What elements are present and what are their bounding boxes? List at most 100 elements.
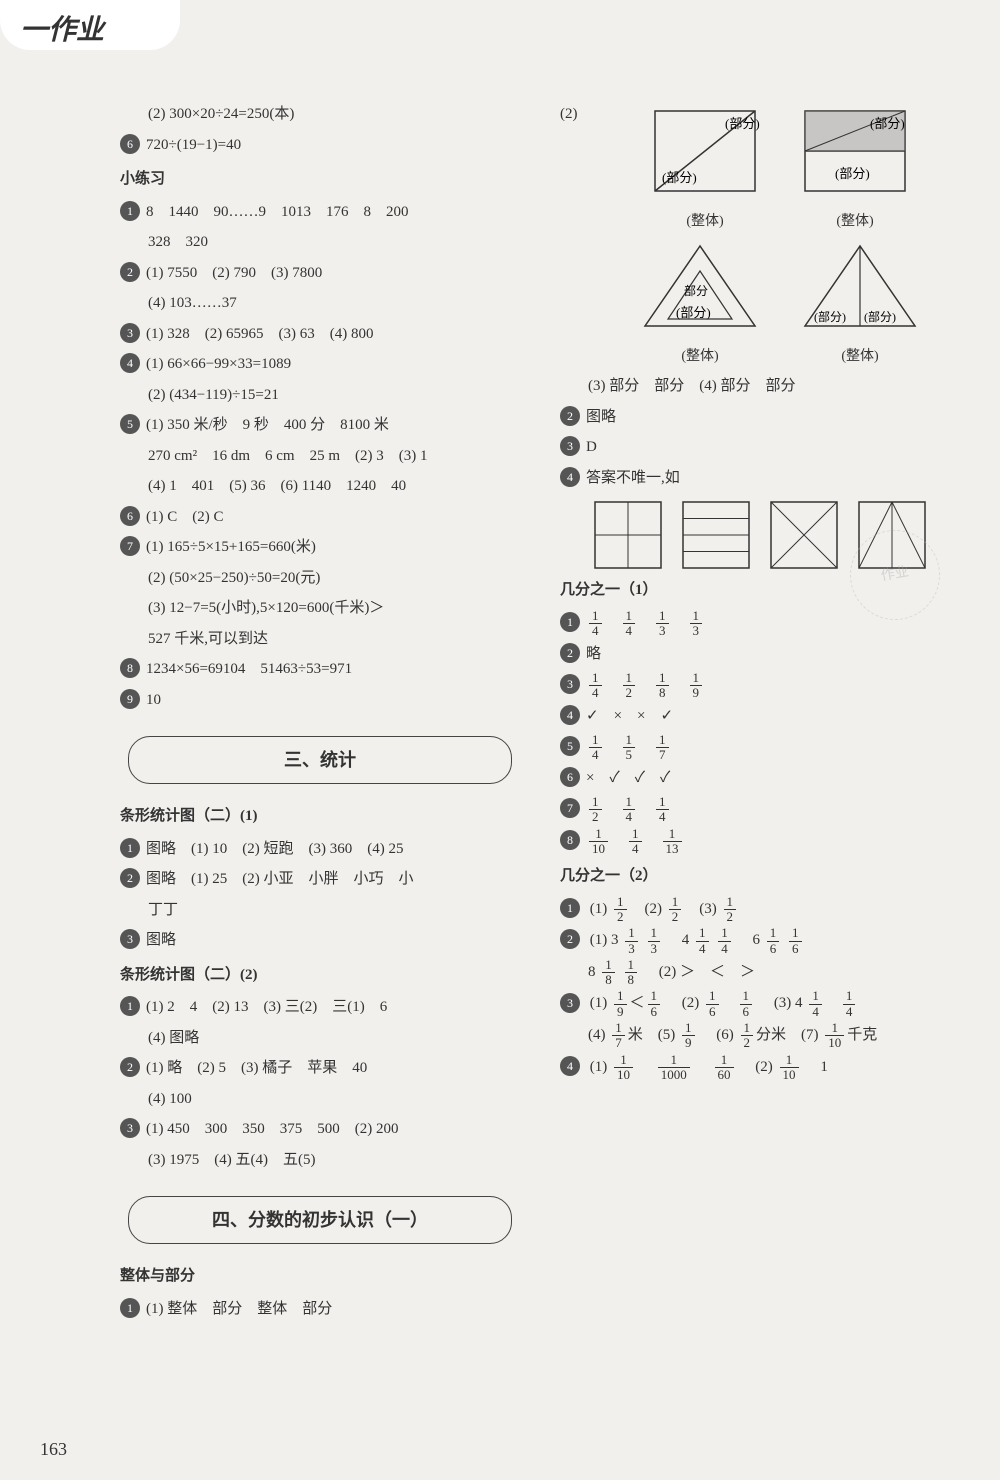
text: (3) 12−7=5(小时),5×120=600(千米)＞ <box>120 594 520 623</box>
text: 丁丁 <box>120 896 520 925</box>
triangle-inner-icon: 部分 (部分) <box>640 241 760 331</box>
list-item: 1 (1) 2 4 (2) 13 (3) 三(2) 三(1) 6 <box>120 993 520 1022</box>
text: ＜ <box>630 996 645 1012</box>
subtitle-bar2: 条形统计图（二）(2) <box>120 961 520 990</box>
list-item: 4答案不唯一,如 <box>560 464 960 493</box>
text: (1) <box>590 996 608 1012</box>
list-item: 712 14 14 <box>560 795 960 825</box>
text: D <box>586 439 597 455</box>
list-item: 4 ✓ × × ✓ <box>560 702 960 731</box>
svg-text:(部分): (部分) <box>814 309 846 324</box>
fracs: 110 14 113 <box>586 833 685 849</box>
fracs: 12 14 14 <box>586 801 672 817</box>
list-item: 1 (1) 12 (2) 12 (3) 12 <box>560 895 960 925</box>
badge-3: 3 <box>560 436 580 456</box>
text: ✓ × × ✓ <box>586 708 673 724</box>
fracs: 14 12 18 19 <box>586 677 705 693</box>
svg-text:(部分): (部分) <box>835 166 870 181</box>
list-item: 2略 <box>560 640 960 669</box>
text: (4) 1 401 (5) 36 (6) 1140 1240 40 <box>120 472 520 501</box>
svg-text:(部分): (部分) <box>870 116 905 131</box>
text: (1) 66×66−99×33=1089 <box>146 356 291 372</box>
right-column: (2) (部分) (部分) (整体) <box>540 100 960 1410</box>
list-item: 3(1) 450 300 350 375 500 (2) 200 <box>120 1115 520 1144</box>
text: 720÷(19−1)=40 <box>146 137 241 153</box>
text: × ✓ ✓ ✓ <box>586 770 670 786</box>
list-item: 8110 14 113 <box>560 827 960 857</box>
badge-3: 3 <box>120 323 140 343</box>
list-item: 3 14 12 18 19 <box>560 671 960 701</box>
badge-6: 6 <box>120 134 140 154</box>
text: 米 (5) <box>628 1027 676 1043</box>
text: 图略 <box>146 932 176 948</box>
text: 图略 (1) 25 (2) 小亚 小胖 小巧 小 <box>146 871 413 887</box>
text: (2) <box>560 100 600 129</box>
grid-x-icon <box>769 500 839 570</box>
triangle-split-icon: (部分) (部分) <box>800 241 920 331</box>
text: 图略 <box>586 409 616 425</box>
list-item: 2(1) 7550 (2) 790 (3) 7800 <box>120 259 520 288</box>
badge-2: 2 <box>560 643 580 663</box>
left-column: (2) 300×20÷24=250(本) 6720÷(19−1)=40 小练习 … <box>120 100 540 1410</box>
text: 328 320 <box>120 228 520 257</box>
text: (3) 1975 (4) 五(4) 五(5) <box>120 1146 520 1175</box>
text: 分米 (7) <box>756 1027 819 1043</box>
diagram-triangles: 部分 (部分) (整体) (部分) (部分) (整体) <box>600 241 960 370</box>
text: (3) 4 <box>774 996 803 1012</box>
svg-text:(部分): (部分) <box>725 116 760 131</box>
subtitle-bar1: 条形统计图（二）(1) <box>120 802 520 831</box>
badge-2: 2 <box>120 1057 140 1077</box>
text: 8 <box>588 964 596 980</box>
list-item: 514 15 17 <box>560 733 960 763</box>
text: (2) (50×25−250)÷50=20(元) <box>120 564 520 593</box>
text: (1) 2 4 (2) 13 (3) 三(2) 三(1) 6 <box>146 999 387 1015</box>
text: (2) 300×20÷24=250(本) <box>120 100 520 129</box>
list-item: 3 (1) 19＜16 (2) 16 16 (3) 4 14 14 <box>560 989 960 1019</box>
text: (1) 350 米/秒 9 秒 400 分 8100 米 <box>146 417 389 433</box>
list-item: 7(1) 165÷5×15+165=660(米) <box>120 533 520 562</box>
list-item: 81234×56=69104 51463÷53=971 <box>120 655 520 684</box>
grid-2x2-icon <box>593 500 663 570</box>
fracs: 14 15 17 <box>586 739 672 755</box>
svg-text:(部分): (部分) <box>676 305 711 320</box>
text: (1) <box>590 1059 608 1075</box>
text: 略 <box>586 646 601 662</box>
text: (1) 7550 (2) 790 (3) 7800 <box>146 265 322 281</box>
list-item: 4 (1) 66×66−99×33=1089 <box>120 350 520 379</box>
fracs: 14 14 13 13 <box>586 615 705 631</box>
text: 1234×56=69104 51463÷53=971 <box>146 661 352 677</box>
text: (1) 328 (2) 65965 (3) 63 (4) 800 <box>146 326 373 342</box>
badge-3: 3 <box>560 674 580 694</box>
text: (2) <box>755 1059 773 1075</box>
square-half-icon: (部分) (部分) <box>800 106 910 196</box>
text: 4 <box>682 932 690 948</box>
badge-1: 1 <box>120 201 140 221</box>
text: (4) <box>588 1027 606 1043</box>
page-content: (2) 300×20÷24=250(本) 6720÷(19−1)=40 小练习 … <box>0 60 1000 1420</box>
badge-9: 9 <box>120 689 140 709</box>
svg-text:(部分): (部分) <box>662 170 697 185</box>
text: (2) <box>682 996 700 1012</box>
label: (整体) <box>650 209 760 236</box>
badge-2: 2 <box>560 929 580 949</box>
list-item: 6× ✓ ✓ ✓ <box>560 764 960 793</box>
badge-4: 4 <box>120 353 140 373</box>
diagram-squares: (部分) (部分) (整体) (部分) (部分) <box>600 106 960 235</box>
text: (1) 整体 部分 整体 部分 <box>146 1301 332 1317</box>
badge-1: 1 <box>120 996 140 1016</box>
label: (整体) <box>800 209 910 236</box>
text: 图略 (1) 10 (2) 短跑 (3) 360 (4) 25 <box>146 841 403 857</box>
badge-2: 2 <box>560 406 580 426</box>
subtitle-small-practice: 小练习 <box>120 165 520 194</box>
badge-1: 1 <box>560 612 580 632</box>
subtitle-jfz2: 几分之一（2） <box>560 862 960 891</box>
text: (1) 略 (2) 5 (3) 橘子 苹果 40 <box>146 1060 367 1076</box>
square-diagonal-icon: (部分) (部分) <box>650 106 760 196</box>
list-item: 3D <box>560 433 960 462</box>
badge-4: 4 <box>560 1056 580 1076</box>
text: (1) C (2) C <box>146 509 224 525</box>
badge-4: 4 <box>560 705 580 725</box>
badge-7: 7 <box>120 536 140 556</box>
list-item: 1 8 1440 90……9 1013 176 8 200 <box>120 198 520 227</box>
text: 8 1440 90……9 1013 176 8 200 <box>146 204 409 220</box>
